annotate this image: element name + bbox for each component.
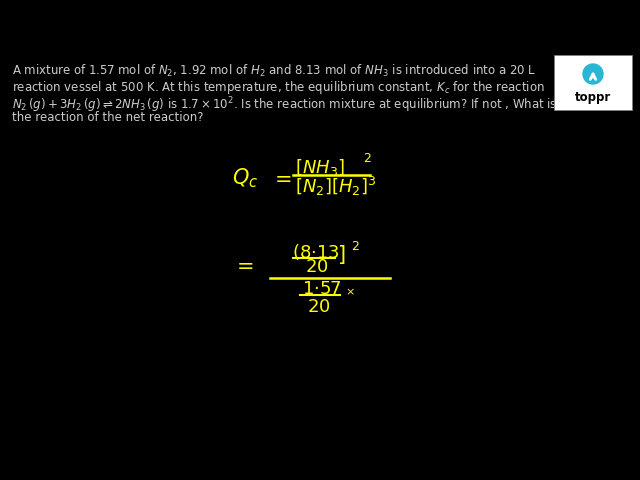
Text: $20$: $20$ (305, 258, 328, 276)
Text: $]$: $]$ (337, 243, 346, 266)
Text: $\times$: $\times$ (345, 287, 355, 297)
Text: $2$: $2$ (363, 153, 372, 166)
Text: $[N_2][H_2]^3$: $[N_2][H_2]^3$ (295, 174, 376, 198)
Text: $N_2\,(g) + 3H_2\,(g) \rightleftharpoons 2NH_3\,(g)$ is $1.7 \times 10^2$. Is th: $N_2\,(g) + 3H_2\,(g) \rightleftharpoons… (12, 95, 557, 115)
Text: $2$: $2$ (351, 240, 360, 252)
Text: reaction vessel at 500 K. At this temperature, the equilibrium constant, $K_c$ f: reaction vessel at 500 K. At this temper… (12, 79, 545, 96)
Text: $20$: $20$ (307, 298, 330, 316)
Text: $[NH_3]$: $[NH_3]$ (295, 156, 345, 178)
Text: $(8{\cdot}13$: $(8{\cdot}13$ (292, 242, 340, 262)
Circle shape (583, 64, 603, 84)
FancyBboxPatch shape (554, 55, 632, 110)
Text: $=$: $=$ (232, 255, 253, 275)
Text: $1{\cdot}57$: $1{\cdot}57$ (302, 280, 341, 298)
Text: A mixture of 1.57 mol of $N_2$, 1.92 mol of $H_2$ and 8.13 mol of $NH_3$ is intr: A mixture of 1.57 mol of $N_2$, 1.92 mol… (12, 63, 536, 79)
Text: $=$: $=$ (270, 168, 291, 188)
Text: $Q_c$: $Q_c$ (232, 166, 259, 190)
Text: toppr: toppr (575, 92, 611, 105)
Text: the reaction of the net reaction?: the reaction of the net reaction? (12, 111, 204, 124)
